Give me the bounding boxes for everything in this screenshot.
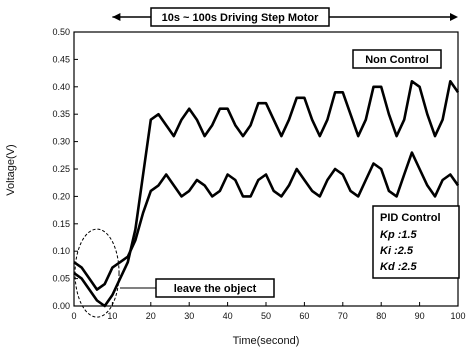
x-tick-label: 30 <box>184 311 194 321</box>
x-tick-label: 70 <box>338 311 348 321</box>
x-axis-label: Time(second) <box>233 335 300 347</box>
x-tick-label: 0 <box>71 311 76 321</box>
series-group <box>73 80 460 308</box>
banner-arrow-head-right <box>450 13 458 21</box>
x-tick-label: 100 <box>450 311 465 321</box>
y-tick-label: 0.00 <box>52 301 70 311</box>
y-tick-label: 0.20 <box>52 191 70 201</box>
non-control-label: Non Control <box>365 54 429 66</box>
banner-arrow-head-left <box>112 13 121 21</box>
y-ticks: 0.00 0.05 0.10 0.15 0.20 0.25 0.30 0.35 0.40 0.45… <box>52 27 78 311</box>
y-tick-label: 0.25 <box>52 164 70 174</box>
x-tick-label: 40 <box>223 311 233 321</box>
annotations: 10s ~ 100s Driving Step Motor Non Control… <box>74 7 460 318</box>
x-tick-label: 80 <box>376 311 386 321</box>
leave-object-box <box>155 278 275 298</box>
pid-kp: Kp :1.5 <box>380 229 418 241</box>
y-tick-label: 0.50 <box>52 27 70 37</box>
leave-object-label: leave the object <box>174 283 257 295</box>
pid-kd: Kd :2.5 <box>380 261 418 273</box>
x-tick-label: 20 <box>146 311 156 321</box>
non-control-box <box>352 49 442 69</box>
y-tick-label: 0.10 <box>52 246 70 256</box>
y-tick-label: 0.45 <box>52 54 70 64</box>
banner-box <box>150 7 330 27</box>
y-axis-label: Voltage(V) <box>5 144 17 195</box>
dip-ellipse <box>74 228 120 318</box>
banner-text: 10s ~ 100s Driving Step Motor <box>162 12 320 24</box>
y-tick-label: 0.15 <box>52 219 70 229</box>
x-ticks: 0 10 20 30 40 50 60 70 80 90 100 <box>71 302 466 321</box>
x-tick-label: 60 <box>299 311 309 321</box>
series-line-2 <box>73 151 460 291</box>
y-tick-label: 0.05 <box>52 274 70 284</box>
x-tick-label: 10 <box>107 311 117 321</box>
pid-title: PID Control <box>380 212 441 224</box>
x-tick-label: 50 <box>261 311 271 321</box>
pid-ki: Ki :2.5 <box>380 245 414 257</box>
pid-box <box>372 205 460 279</box>
x-tick-label: 90 <box>415 311 425 321</box>
y-tick-label: 0.30 <box>52 137 70 147</box>
y-tick-label: 0.35 <box>52 109 70 119</box>
y-tick-label: 0.40 <box>52 82 70 92</box>
series-line-1 <box>73 80 460 308</box>
